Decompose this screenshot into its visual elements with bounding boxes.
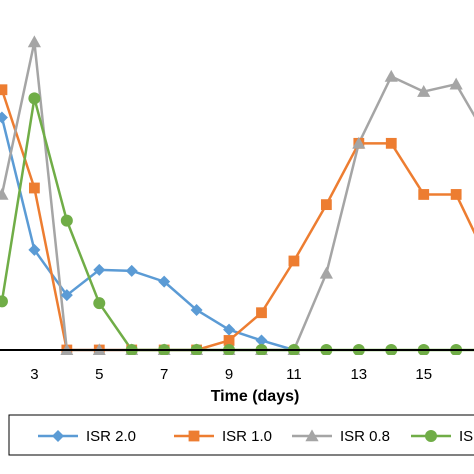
series-isr-0-8-2-point	[0, 187, 9, 200]
series-isr-3-point	[60, 214, 73, 227]
series-isr-0-8-2-point	[417, 84, 431, 97]
series-isr-2-0-0-point	[28, 243, 41, 256]
series-isr-1-0-1-point	[28, 182, 40, 194]
x-axis-title: Time (days)	[211, 388, 300, 405]
series-isr-3-point	[0, 295, 8, 308]
series-isr-2-0-0-point	[0, 111, 8, 124]
series-isr-2-0-0-point	[125, 264, 138, 277]
x-tick-label: 9	[225, 366, 233, 383]
series-isr-1-0-1-point	[223, 335, 235, 346]
series-isr-1-0-1-point	[418, 189, 430, 200]
series-isr-3-point	[28, 92, 41, 105]
legend-label: ISR 1.0	[222, 428, 272, 445]
series-isr-1-0-1-point	[0, 84, 8, 96]
series-isr-0-8-2-point	[319, 266, 333, 279]
series-isr-2-0-0-point	[190, 303, 203, 316]
series-isr-2-0-0-point	[60, 289, 73, 302]
x-tick-label: 3	[30, 366, 38, 383]
x-tick-label: 5	[95, 366, 103, 383]
series-isr-2-0-0-point	[158, 275, 171, 288]
legend-marker	[425, 430, 437, 442]
series-isr-2-0-0-point	[255, 334, 268, 347]
series-isr-1-0-1-point	[320, 199, 332, 211]
series-isr-2-0-0-point	[223, 323, 236, 336]
legend-label: ISR 2.0	[86, 428, 136, 445]
series-isr-1-0-1-point	[385, 137, 397, 149]
legend: ISR 2.0 ISR 1.0 ISR 0.8 ISR	[38, 428, 474, 445]
x-tick-labels: 35791113151	[30, 366, 432, 383]
series-isr-3-line	[0, 97, 474, 352]
legend-item-1: ISR 1.0	[174, 428, 272, 445]
series-layer	[0, 35, 474, 355]
series-isr-0-8-2-line	[0, 40, 474, 352]
legend-label: ISR 0.8	[340, 428, 390, 445]
legend-item-0: ISR 2.0	[38, 428, 136, 445]
series-isr-3-point	[93, 297, 106, 310]
x-tick-label: 11	[286, 366, 302, 383]
series-isr-0-8-2-point	[352, 136, 366, 149]
legend-item-3: ISR	[411, 428, 474, 445]
legend-box	[8, 414, 474, 456]
x-tick-label: 7	[160, 366, 168, 383]
x-tick-label: 15	[415, 366, 432, 383]
series-isr-1-0-1-point	[450, 189, 462, 200]
x-tick-label: 13	[350, 366, 367, 383]
series-isr-0-8-2-point	[449, 77, 463, 90]
legend-marker	[52, 430, 64, 442]
series-isr-0-8-2-point	[384, 69, 398, 82]
series-isr-2-0-0-point	[93, 263, 106, 276]
series-isr-1-0-1-point	[288, 255, 300, 267]
legend-item-2: ISR 0.8	[292, 428, 390, 445]
series-isr-0-8-2-point	[27, 35, 41, 48]
legend-marker	[188, 430, 200, 442]
legend-marker	[305, 429, 319, 442]
series-isr-1-0-1-point	[256, 307, 267, 319]
legend-label: ISR	[459, 428, 474, 445]
